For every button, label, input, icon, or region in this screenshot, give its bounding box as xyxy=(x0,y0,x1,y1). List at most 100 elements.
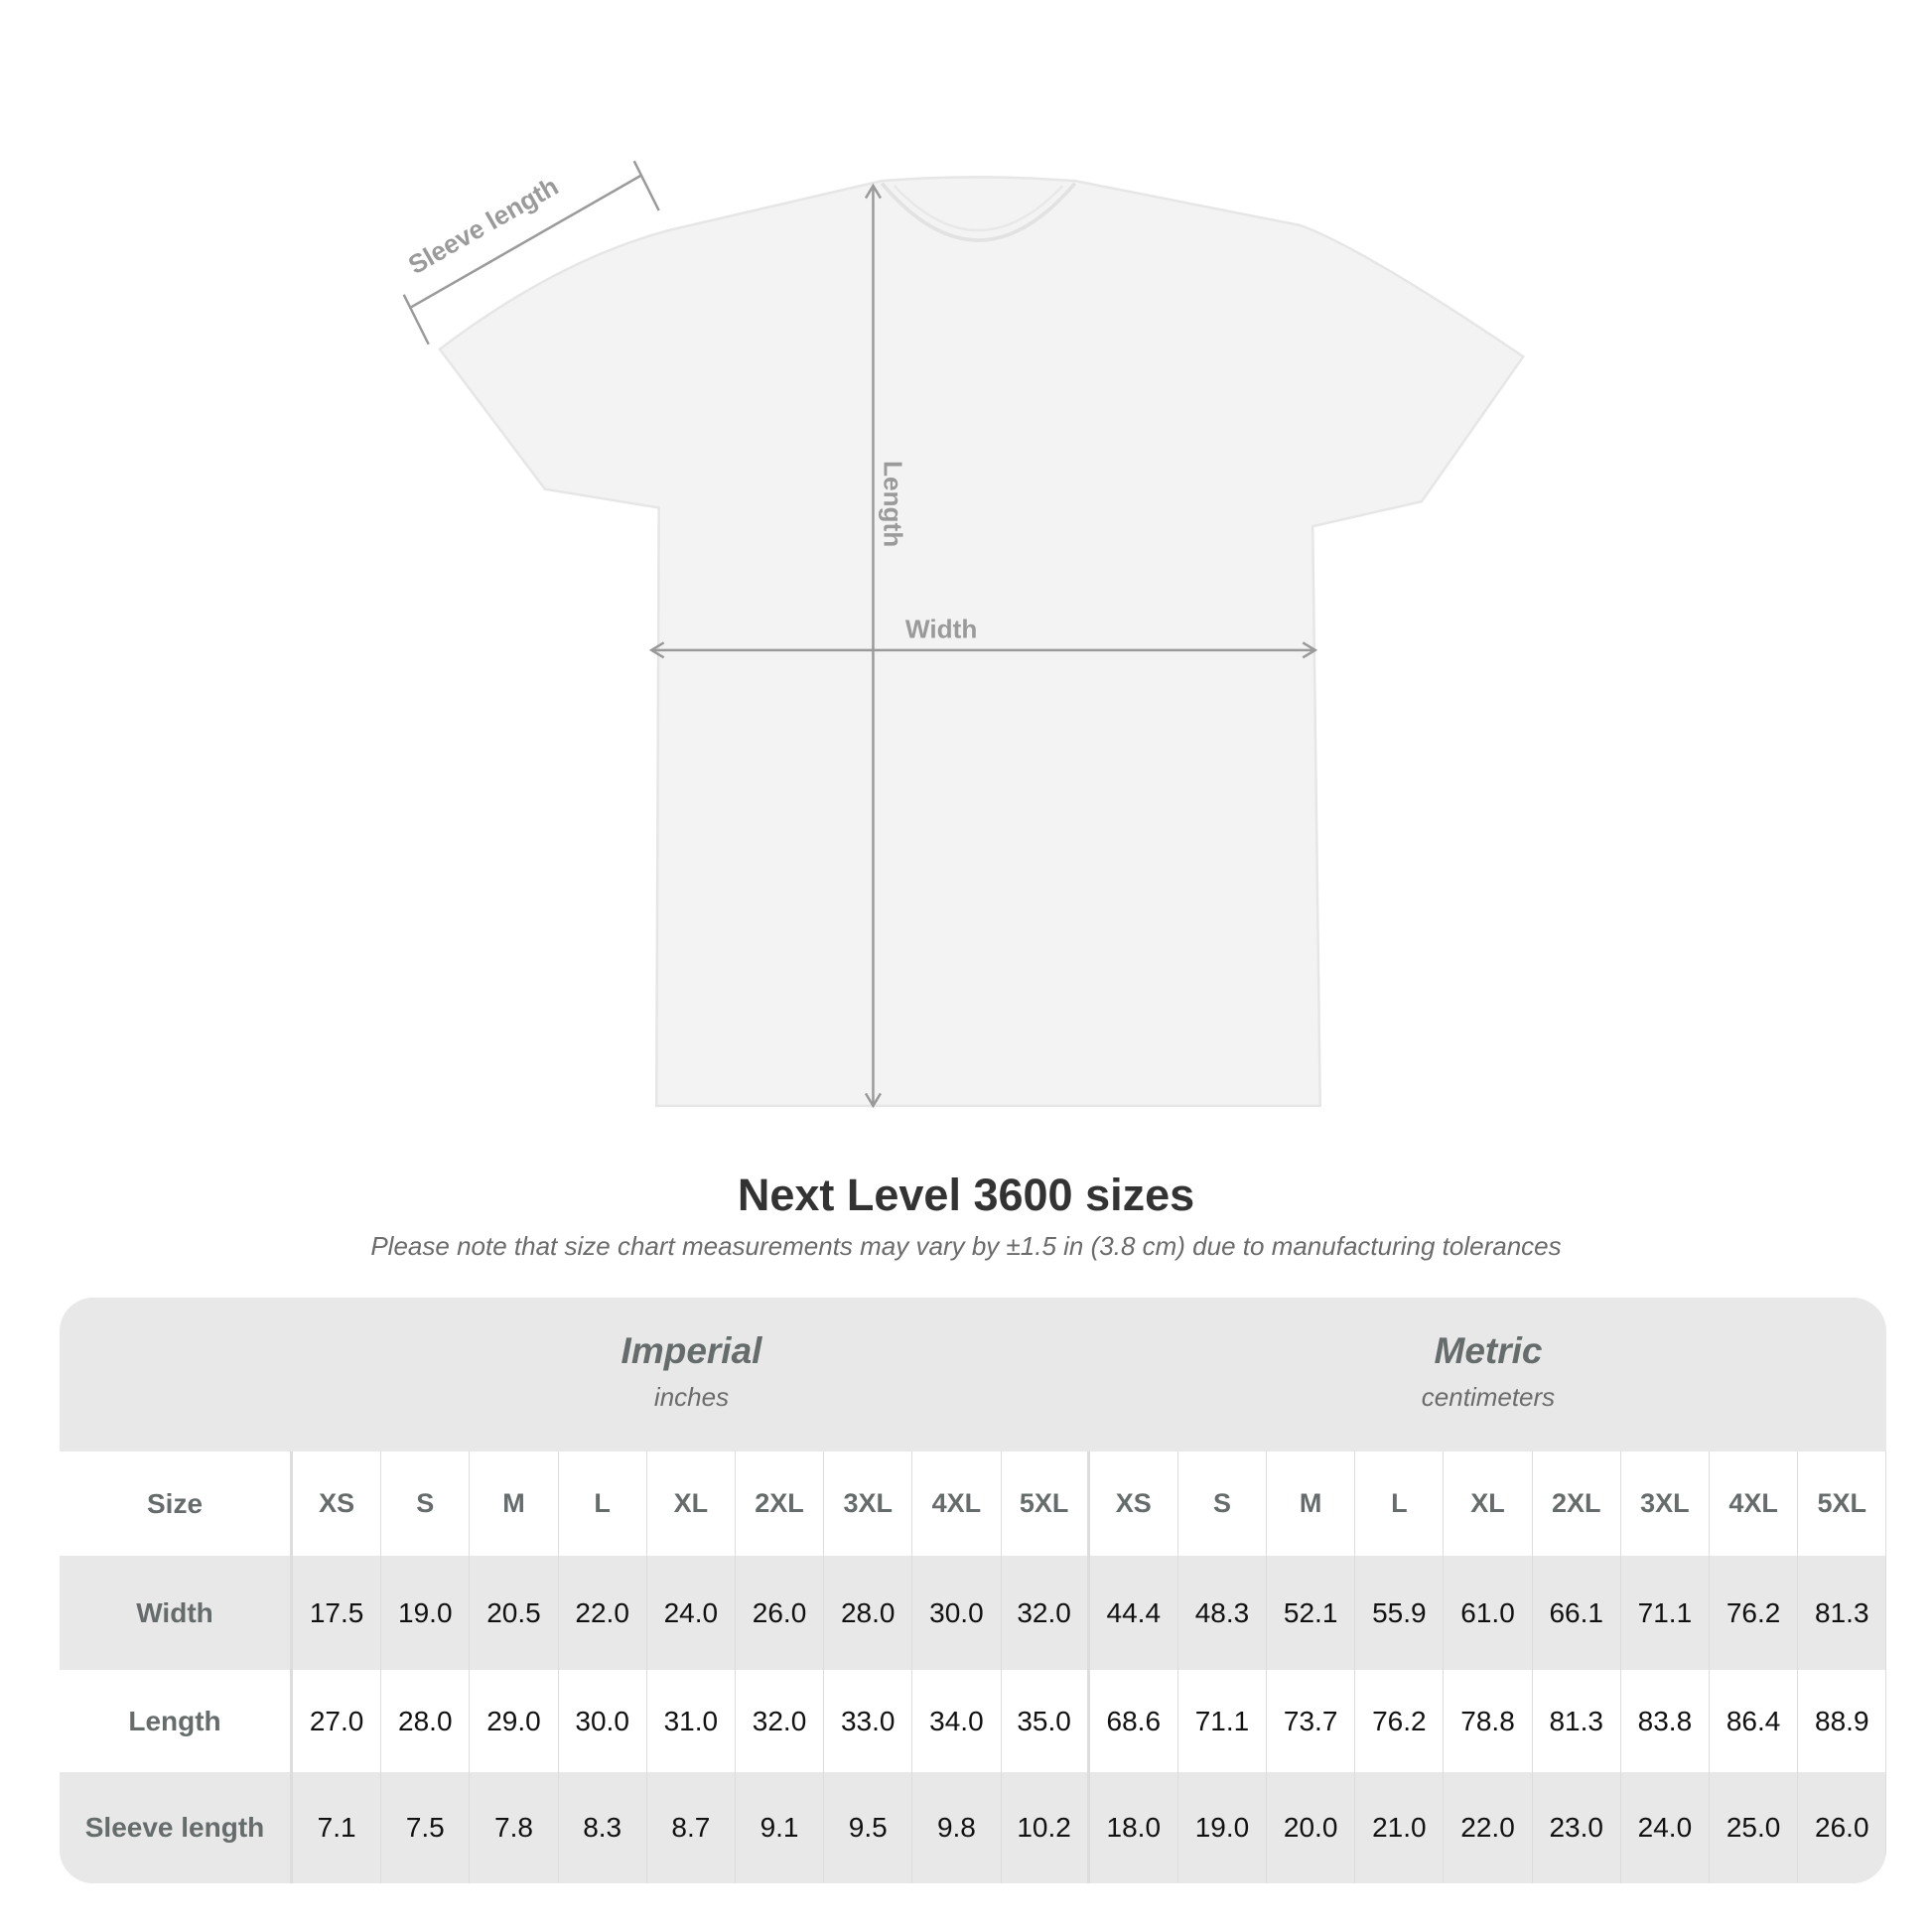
metric-value-cell: 88.9 xyxy=(1798,1670,1886,1772)
imperial-value-cell: 30.0 xyxy=(912,1556,1002,1670)
imperial-value-cell: 10.2 xyxy=(1002,1772,1090,1883)
metric-value-cell: 22.0 xyxy=(1444,1772,1533,1883)
tolerance-note: Please note that size chart measurements… xyxy=(370,1231,1562,1261)
metric-size-header: 5XL xyxy=(1798,1451,1886,1556)
size-header-row: Size XS S M L XL 2XL 3XL 4XL 5XL XS S M L XL 2XL 3XL 4XL 5… xyxy=(60,1451,1886,1556)
metric-value-cell: 44.4 xyxy=(1090,1556,1178,1670)
metric-value-cell: 55.9 xyxy=(1355,1556,1445,1670)
imperial-value-cell: 20.5 xyxy=(470,1556,559,1670)
metric-value-cell: 23.0 xyxy=(1533,1772,1621,1883)
metric-value-cell: 52.1 xyxy=(1267,1556,1356,1670)
imperial-value-cell: 34.0 xyxy=(912,1670,1002,1772)
metric-size-header: 3XL xyxy=(1621,1451,1710,1556)
collar xyxy=(880,182,1077,242)
metric-value-cell: 68.6 xyxy=(1090,1670,1178,1772)
row-label: Width xyxy=(60,1556,293,1670)
imperial-value-cell: 7.8 xyxy=(470,1772,559,1883)
metric-size-header: L xyxy=(1355,1451,1445,1556)
imperial-size-header: M xyxy=(470,1451,559,1556)
metric-size-header: 2XL xyxy=(1533,1451,1621,1556)
length-label: Length xyxy=(879,461,908,547)
imperial-value-cell: 35.0 xyxy=(1002,1670,1090,1772)
imperial-value-cell: 8.3 xyxy=(559,1772,647,1883)
metric-value-cell: 73.7 xyxy=(1267,1670,1356,1772)
imperial-value-cell: 31.0 xyxy=(647,1670,736,1772)
table-row: Width 17.5 19.0 20.5 22.0 24.0 26.0 28.0 30.0 32.… xyxy=(60,1556,1886,1670)
imperial-size-header: 5XL xyxy=(1002,1451,1090,1556)
imperial-value-cell: 17.5 xyxy=(293,1556,382,1670)
metric-value-cell: 81.3 xyxy=(1533,1670,1621,1772)
row-label: Sleeve length xyxy=(60,1772,293,1883)
length-arrow-top xyxy=(864,183,883,200)
metric-size-header: M xyxy=(1267,1451,1356,1556)
metric-size-header: 4XL xyxy=(1710,1451,1799,1556)
table-row: Length 27.0 28.0 29.0 30.0 31.0 32.0 33.0 34.0 35… xyxy=(60,1670,1886,1772)
imperial-title: Imperial xyxy=(621,1330,762,1371)
imperial-value-cell: 9.1 xyxy=(736,1772,825,1883)
metric-size-header: S xyxy=(1178,1451,1268,1556)
width-arrow-right xyxy=(1302,641,1318,659)
imperial-value-cell: 28.0 xyxy=(381,1670,471,1772)
metric-value-cell: 81.3 xyxy=(1798,1556,1886,1670)
row-label: Size xyxy=(60,1451,293,1556)
metric-value-cell: 83.8 xyxy=(1621,1670,1710,1772)
tshirt-illustration xyxy=(438,176,1526,1108)
collar-inner xyxy=(893,185,1064,232)
table-row: Sleeve length 7.1 7.5 7.8 8.3 8.7 9.1 9.5 9.8 10.… xyxy=(60,1772,1886,1883)
metric-value-cell: 21.0 xyxy=(1355,1772,1445,1883)
sleeve-length-label: Sleeve length xyxy=(403,171,563,280)
imperial-value-cell: 9.5 xyxy=(824,1772,913,1883)
tshirt-measurement-diagram: Sleeve length Length Width xyxy=(402,160,1526,1109)
length-arrow-bottom xyxy=(864,1092,883,1109)
imperial-value-cell: 7.5 xyxy=(381,1772,471,1883)
sleeve-tick-left xyxy=(402,294,430,345)
metric-value-cell: 61.0 xyxy=(1444,1556,1533,1670)
metric-value-cell: 20.0 xyxy=(1267,1772,1356,1883)
imperial-value-cell: 28.0 xyxy=(824,1556,913,1670)
imperial-unit: inches xyxy=(653,1382,730,1412)
width-label: Width xyxy=(905,614,977,643)
page-title: Next Level 3600 sizes xyxy=(737,1170,1195,1220)
imperial-header: Imperial inches xyxy=(293,1298,1090,1451)
metric-value-cell: 76.2 xyxy=(1355,1670,1445,1772)
imperial-size-header: 2XL xyxy=(736,1451,825,1556)
imperial-value-cell: 7.1 xyxy=(293,1772,382,1883)
metric-value-cell: 76.2 xyxy=(1710,1556,1799,1670)
size-chart-table: Imperial inches Metric centimeters Size X… xyxy=(60,1298,1886,1883)
metric-value-cell: 48.3 xyxy=(1178,1556,1268,1670)
imperial-value-cell: 9.8 xyxy=(912,1772,1002,1883)
imperial-size-header: L xyxy=(559,1451,647,1556)
imperial-size-header: S xyxy=(381,1451,471,1556)
metric-size-header: XS xyxy=(1090,1451,1178,1556)
imperial-value-cell: 33.0 xyxy=(824,1670,913,1772)
imperial-value-cell: 8.7 xyxy=(647,1772,736,1883)
imperial-value-cell: 19.0 xyxy=(381,1556,471,1670)
metric-size-header: XL xyxy=(1444,1451,1533,1556)
row-label: Length xyxy=(60,1670,293,1772)
imperial-size-header: XS xyxy=(293,1451,382,1556)
metric-title: Metric xyxy=(1434,1330,1543,1371)
imperial-size-header: 4XL xyxy=(912,1451,1002,1556)
imperial-value-cell: 24.0 xyxy=(647,1556,736,1670)
metric-value-cell: 25.0 xyxy=(1710,1772,1799,1883)
metric-value-cell: 18.0 xyxy=(1090,1772,1178,1883)
width-arrow-left xyxy=(648,641,665,659)
metric-unit: centimeters xyxy=(1421,1382,1556,1412)
metric-value-cell: 24.0 xyxy=(1621,1772,1710,1883)
metric-value-cell: 71.1 xyxy=(1178,1670,1268,1772)
imperial-value-cell: 32.0 xyxy=(736,1670,825,1772)
sleeve-measure-line xyxy=(410,175,641,309)
metric-value-cell: 19.0 xyxy=(1178,1772,1268,1883)
imperial-value-cell: 29.0 xyxy=(470,1670,559,1772)
imperial-value-cell: 26.0 xyxy=(736,1556,825,1670)
metric-value-cell: 86.4 xyxy=(1710,1670,1799,1772)
imperial-value-cell: 30.0 xyxy=(559,1670,647,1772)
metric-value-cell: 78.8 xyxy=(1444,1670,1533,1772)
imperial-size-header: XL xyxy=(647,1451,736,1556)
metric-value-cell: 71.1 xyxy=(1621,1556,1710,1670)
metric-value-cell: 66.1 xyxy=(1533,1556,1621,1670)
sleeve-tick-right xyxy=(632,160,660,211)
imperial-value-cell: 22.0 xyxy=(559,1556,647,1670)
metric-header: Metric centimeters xyxy=(1090,1298,1886,1451)
imperial-value-cell: 27.0 xyxy=(293,1670,382,1772)
